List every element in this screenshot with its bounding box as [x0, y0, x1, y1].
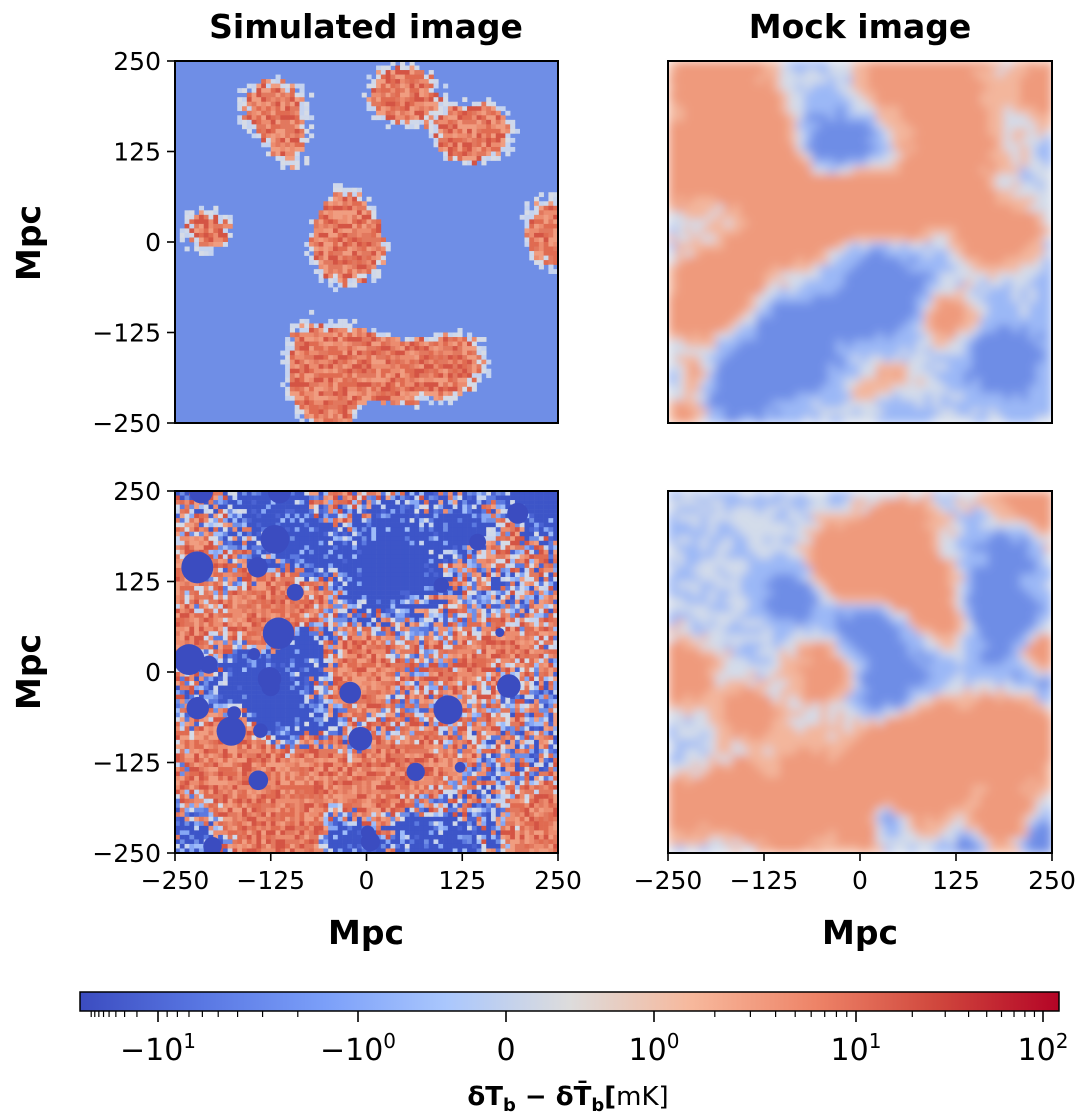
colorbar-tick-label: 0	[496, 1033, 515, 1068]
x-tick-label: 0	[852, 866, 868, 895]
y-tick-label: −250	[92, 839, 161, 868]
colorbar-tick-label: 102	[1018, 1029, 1069, 1068]
y-tick-label: 125	[113, 568, 161, 597]
heatmap-bottom-left	[175, 491, 558, 853]
x-axis-label-left: Mpc	[328, 913, 404, 952]
heatmap-bottom-right	[668, 491, 1052, 853]
colorbar-tick-label: 100	[629, 1029, 680, 1068]
y-tick-label: −125	[92, 319, 161, 348]
colorbar-tick-label: −101	[120, 1029, 196, 1068]
x-tick-label: −125	[236, 866, 305, 895]
x-axis-label-right: Mpc	[822, 913, 898, 952]
y-axis-ticks-bottom: 250 125 0 −125 −250	[92, 477, 175, 868]
x-tick-label: 125	[932, 866, 980, 895]
y-tick-label: 0	[145, 228, 161, 257]
y-tick-label: 250	[113, 47, 161, 76]
x-tick-label: 250	[534, 866, 582, 895]
x-tick-label: 125	[438, 866, 486, 895]
panel-title-simulated: Simulated image	[209, 7, 523, 46]
y-tick-label: 125	[113, 138, 161, 167]
colorbar-tick-label: 101	[831, 1029, 882, 1068]
heatmap-top-left	[175, 61, 558, 423]
y-axis-label-bottom: Mpc	[9, 634, 48, 710]
colorbar	[79, 991, 1060, 1012]
x-tick-label: 0	[359, 866, 375, 895]
y-tick-label: 250	[113, 477, 161, 506]
y-axis-ticks-top: 250 125 0 −125 −250	[92, 47, 175, 438]
x-tick-label: −125	[730, 866, 799, 895]
y-axis-label-top: Mpc	[9, 205, 48, 281]
colorbar-tick-label: −100	[320, 1029, 396, 1068]
x-tick-label: −250	[141, 866, 210, 895]
x-tick-label: −250	[634, 866, 703, 895]
y-tick-label: −125	[92, 749, 161, 778]
panel-title-mock: Mock image	[749, 7, 971, 46]
panel-frame	[667, 60, 1053, 424]
colorbar-label: δTb − δT̄b[mK]	[467, 1079, 668, 1115]
heatmap-top-right	[668, 61, 1052, 423]
y-tick-label: −250	[92, 409, 161, 438]
x-tick-label: 250	[1028, 866, 1076, 895]
x-axis-ticks-right: −250 −125 0 125 250	[634, 853, 1076, 895]
colorbar-ticks	[90, 1011, 1044, 1022]
y-tick-label: 0	[145, 658, 161, 687]
x-axis-ticks-left: −250 −125 0 125 250	[141, 853, 582, 895]
